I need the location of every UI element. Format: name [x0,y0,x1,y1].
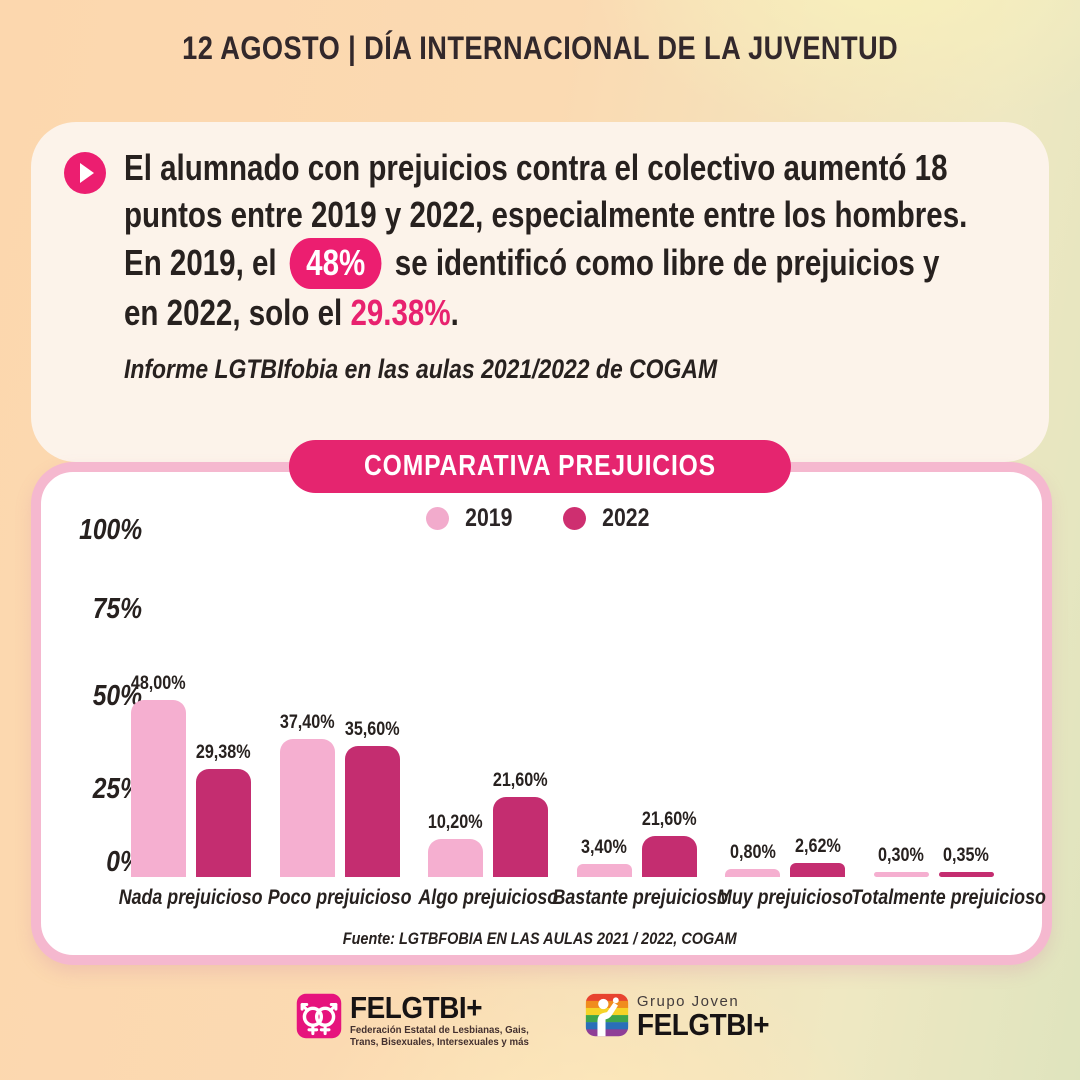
chart-title: COMPARATIVA PREJUICIOS [364,450,716,482]
bar-value-label: 37,40% [279,712,335,733]
bar-value-label: 21,60% [641,809,697,830]
legend-label-2022: 2022 [602,504,650,532]
category-label: Totalmente prejuicioso [850,886,1046,909]
felgtbi-logo-textblock: FELGTBI+ Federación Estatal de Lesbianas… [350,990,544,1048]
grupo-joven-textblock: Grupo Joven FELGTBI+ [636,993,784,1042]
bar-2019-3 [428,839,483,877]
bar-2019-2 [279,739,335,877]
bar-value-label: 2,62% [794,836,841,857]
grupo-joven-logo-name: FELGTBI+ [636,1007,769,1042]
play-bullet-icon [64,152,106,194]
bar-value-label: 10,20% [428,812,483,833]
bar-2022-4 [641,836,697,877]
bar-value-label: 3,40% [581,837,627,858]
bar-2022-3 [493,797,548,877]
y-axis-tick-label: 25% [92,773,142,805]
chart-source: Fuente: LGTBFOBIA EN LAS AULAS 2021 / 20… [343,929,737,948]
y-axis-tick-label: 0% [106,846,142,878]
callout-segment-2: se identificó como libre de prejuicios y… [124,242,940,333]
bar-value-label: 21,60% [493,770,548,791]
chart-title-pill: COMPARATIVA PREJUICIOS [288,440,792,493]
category-label: Nada prejuicioso [119,886,263,909]
bar-value-label: 0,80% [729,842,776,863]
bar-2019-4 [576,864,632,877]
bar-2022-6 [938,872,994,877]
bar-2022-1 [196,769,251,877]
footer-logos: FELGTBI+ Federación Estatal de Lesbianas… [0,990,1080,1048]
bar-value-label: 0,30% [878,845,924,866]
legend-dot-2022-icon [563,507,586,530]
legend-dot-2019-icon [426,507,450,530]
callout-segment-1: El alumnado con prejuicios contra el col… [124,147,968,283]
bar-2022-2 [344,746,400,877]
y-axis-tick-label: 100% [78,514,142,546]
bar-2019-5 [725,869,780,877]
category-label: Bastante prejuicioso [551,886,728,909]
category-label: Algo prejuicioso [418,886,558,909]
bar-value-label: 0,35% [943,845,989,866]
chart-legend: 2019 2022 [0,504,1080,533]
callout-source: Informe LGTBIfobia en las aulas 2021/202… [124,354,718,384]
felgtbi-logo-name: FELGTBI+ [350,990,483,1025]
bar-value-label: 35,60% [344,719,400,740]
grupo-joven-kicker: Grupo Joven [636,993,740,1010]
callout-card [31,122,1049,462]
bar-value-label: 29,38% [196,742,251,763]
legend-item-2019: 2019 [426,504,517,533]
felgtbi-logo-icon [297,993,342,1039]
chart-card [31,462,1052,965]
grupo-joven-logo-icon [585,993,629,1037]
grupo-joven-logo: Grupo Joven FELGTBI+ [585,993,784,1040]
y-axis-tick-label: 75% [92,593,142,625]
category-label: Muy prejuicioso [717,886,853,909]
bar-value-label: 48,00% [131,673,186,694]
bar-2022-5 [790,863,845,877]
percent-badge: 48% [289,238,382,289]
page-title: 12 AGOSTO | DÍA INTERNACIONAL DE LA JUVE… [182,30,898,66]
legend-item-2022: 2022 [563,504,654,533]
percent-highlight: 29.38% [350,292,451,333]
bar-2019-1 [131,700,186,877]
callout-period: . [450,292,459,333]
bar-2019-6 [873,872,929,877]
category-label: Poco prejuicioso [267,886,412,909]
felgtbi-logo-tagline: Federación Estatal de Lesbianas, Gais, T… [350,1024,530,1048]
legend-label-2019: 2019 [465,504,513,532]
callout-text: El alumnado con prejuicios contra el col… [124,144,977,336]
felgtbi-logo: FELGTBI+ Federación Estatal de Lesbianas… [296,990,544,1048]
